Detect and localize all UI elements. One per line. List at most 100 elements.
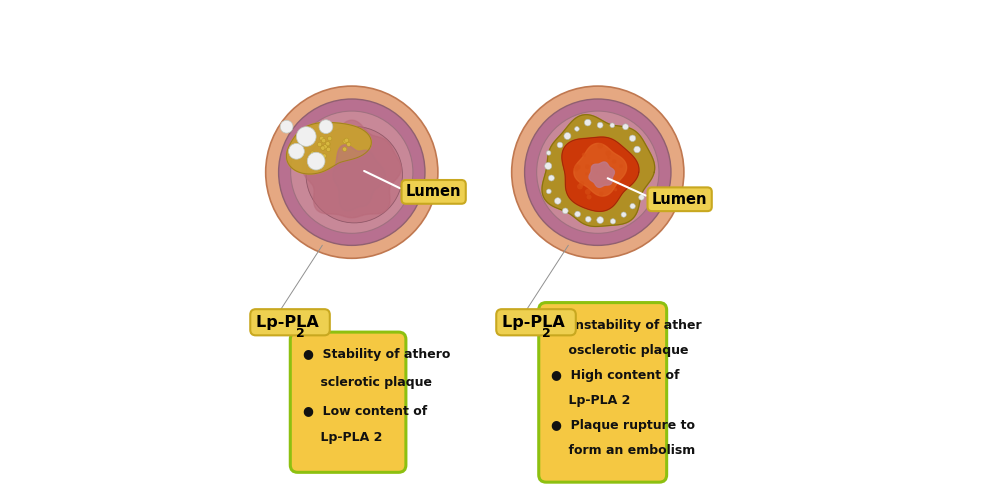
Circle shape <box>584 119 591 126</box>
Ellipse shape <box>290 111 413 233</box>
Circle shape <box>610 123 615 127</box>
Circle shape <box>326 142 330 146</box>
Circle shape <box>595 184 598 187</box>
Text: Lumen: Lumen <box>652 192 707 207</box>
Circle shape <box>328 136 332 141</box>
Circle shape <box>322 146 326 150</box>
Circle shape <box>322 154 327 158</box>
Text: sclerotic plaque: sclerotic plaque <box>303 376 432 389</box>
Circle shape <box>603 167 608 172</box>
Text: ●  Low content of: ● Low content of <box>303 403 427 417</box>
Ellipse shape <box>306 126 402 223</box>
Circle shape <box>599 172 604 178</box>
Circle shape <box>607 156 610 159</box>
Circle shape <box>630 135 636 142</box>
Circle shape <box>577 184 583 189</box>
Circle shape <box>575 126 580 131</box>
Circle shape <box>597 122 603 128</box>
Circle shape <box>609 166 615 172</box>
Circle shape <box>320 136 324 141</box>
Circle shape <box>319 120 333 133</box>
Polygon shape <box>574 143 627 196</box>
Circle shape <box>610 218 616 224</box>
Polygon shape <box>562 137 639 212</box>
Text: ●  Instability of ather: ● Instability of ather <box>551 319 702 332</box>
Circle shape <box>545 162 552 170</box>
Circle shape <box>599 192 603 196</box>
Ellipse shape <box>524 99 671 246</box>
Text: Lp-PLA: Lp-PLA <box>256 315 324 330</box>
Polygon shape <box>333 145 386 211</box>
Circle shape <box>306 141 310 145</box>
Circle shape <box>563 208 568 214</box>
Text: osclerotic plaque: osclerotic plaque <box>551 344 689 357</box>
Circle shape <box>594 170 598 174</box>
Circle shape <box>584 189 590 195</box>
Ellipse shape <box>512 86 684 258</box>
Circle shape <box>322 139 326 143</box>
Polygon shape <box>286 123 371 174</box>
Circle shape <box>342 147 346 152</box>
Polygon shape <box>302 120 401 218</box>
Polygon shape <box>589 162 614 187</box>
Circle shape <box>601 160 605 164</box>
Circle shape <box>557 142 563 148</box>
Circle shape <box>577 165 581 169</box>
Text: ●  High content of: ● High content of <box>551 369 680 382</box>
Circle shape <box>546 189 551 194</box>
Circle shape <box>601 164 605 168</box>
Circle shape <box>574 166 579 171</box>
Text: Lp-PLA 2: Lp-PLA 2 <box>551 394 631 407</box>
Circle shape <box>318 142 322 147</box>
Ellipse shape <box>536 111 659 233</box>
Circle shape <box>639 195 645 200</box>
FancyBboxPatch shape <box>290 332 406 472</box>
Circle shape <box>630 204 636 209</box>
Circle shape <box>585 173 587 175</box>
Circle shape <box>619 164 623 168</box>
Circle shape <box>621 212 626 217</box>
Circle shape <box>600 165 604 170</box>
Circle shape <box>597 143 603 149</box>
Ellipse shape <box>278 99 425 246</box>
Circle shape <box>546 151 551 155</box>
Circle shape <box>602 180 608 185</box>
Circle shape <box>585 216 591 222</box>
Circle shape <box>308 133 312 138</box>
Circle shape <box>623 124 629 130</box>
Circle shape <box>586 194 591 199</box>
Circle shape <box>579 181 584 186</box>
Circle shape <box>585 164 589 169</box>
Circle shape <box>326 142 331 147</box>
Circle shape <box>555 198 561 204</box>
Text: Lp-PLA 2: Lp-PLA 2 <box>303 431 382 444</box>
Text: Lp-PLA: Lp-PLA <box>502 315 570 330</box>
Polygon shape <box>542 115 654 226</box>
Circle shape <box>548 175 554 181</box>
Text: 2: 2 <box>296 327 305 339</box>
Circle shape <box>591 163 594 167</box>
Circle shape <box>564 132 571 140</box>
Circle shape <box>596 216 603 223</box>
Text: ●  Stability of athero: ● Stability of athero <box>303 348 450 361</box>
Circle shape <box>612 159 616 164</box>
Text: 2: 2 <box>542 327 551 339</box>
FancyBboxPatch shape <box>539 303 667 482</box>
Ellipse shape <box>266 86 438 258</box>
Circle shape <box>288 144 304 159</box>
Circle shape <box>634 146 641 153</box>
Circle shape <box>603 172 607 175</box>
Circle shape <box>595 170 600 174</box>
Circle shape <box>280 120 293 133</box>
Circle shape <box>344 138 348 143</box>
Circle shape <box>605 151 611 156</box>
Circle shape <box>582 153 585 157</box>
Text: ●  Plaque rupture to: ● Plaque rupture to <box>551 419 695 432</box>
Text: Lumen: Lumen <box>406 184 461 199</box>
Circle shape <box>343 139 347 144</box>
Circle shape <box>614 188 617 191</box>
Circle shape <box>346 142 351 147</box>
Circle shape <box>323 145 328 149</box>
Circle shape <box>599 165 604 170</box>
Text: form an embolism: form an embolism <box>551 444 696 457</box>
